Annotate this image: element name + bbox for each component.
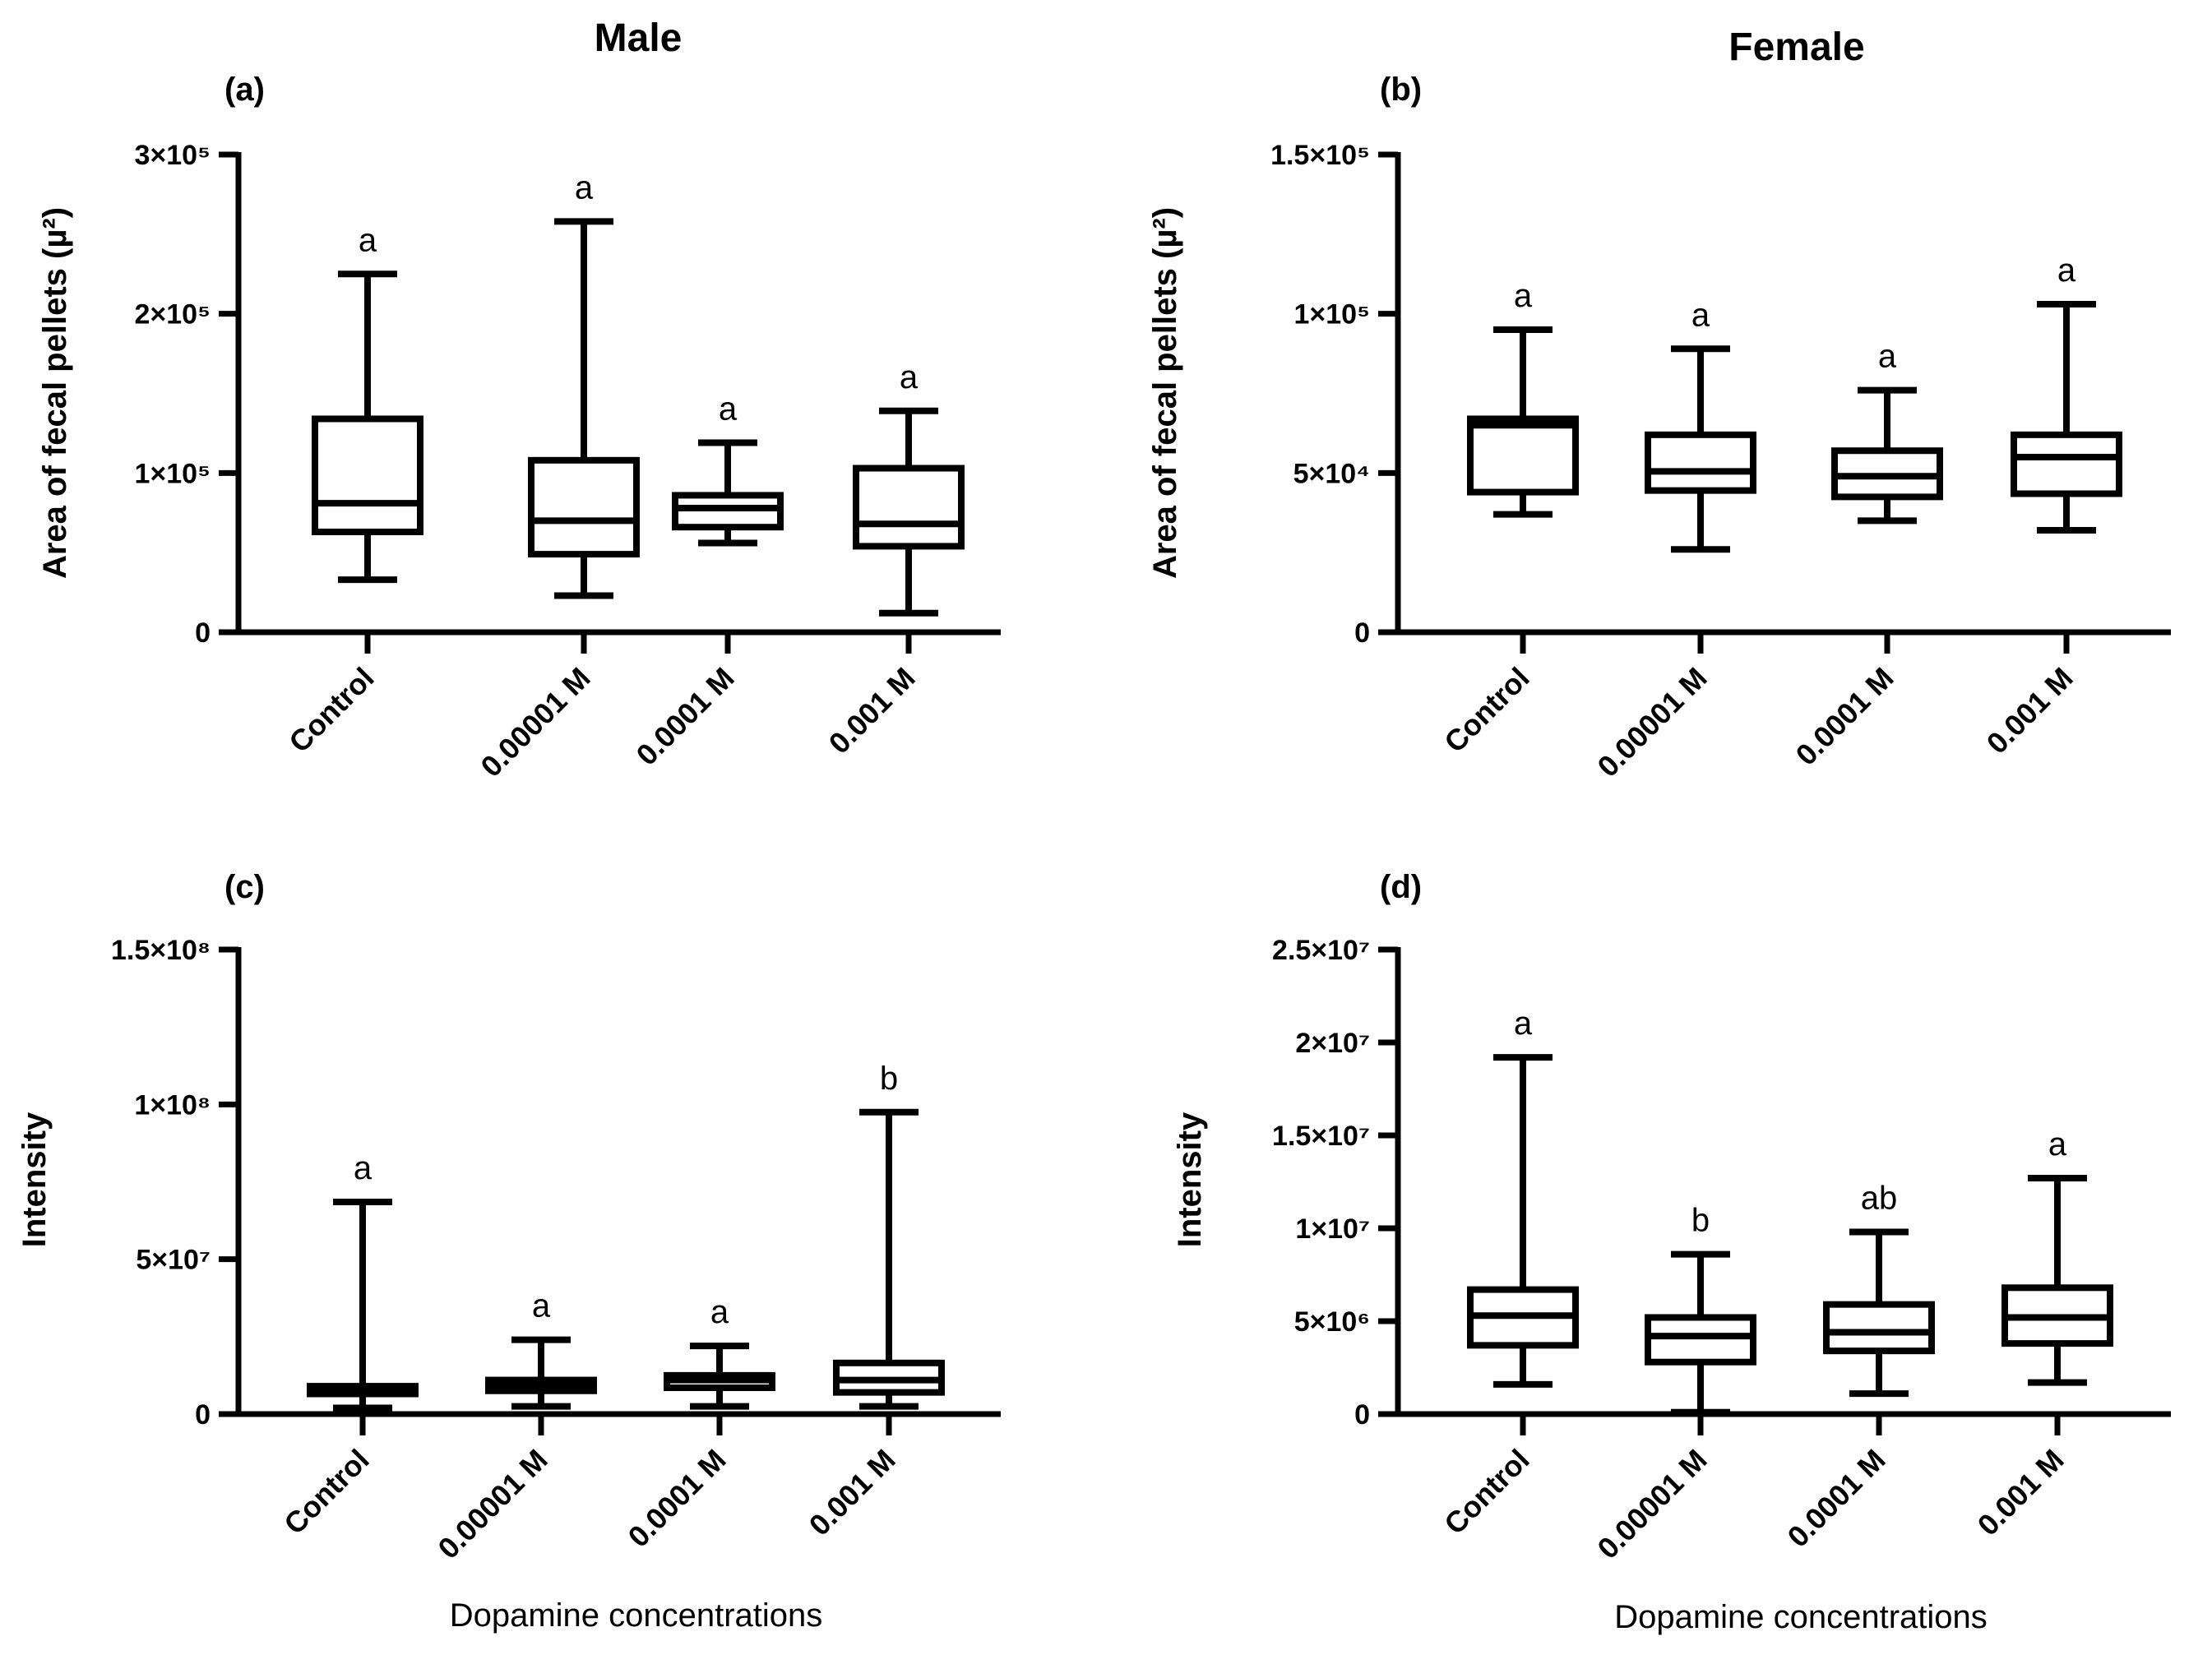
significance-letter: a bbox=[1691, 297, 1710, 333]
box-plot: a bbox=[2011, 252, 2122, 534]
y-tick-label: 0 bbox=[195, 617, 211, 649]
x-category-label: 0.0001 M bbox=[1789, 661, 1900, 772]
chart-panels: (a) 0 1×10⁵ 2×10⁵ 3×10⁵ Area of fecal pellets… bbox=[16, 72, 2171, 1635]
x-category-label: 0.001 M bbox=[1980, 661, 2080, 760]
y-tick-label: 1.5×10⁵ bbox=[1270, 140, 1370, 171]
y-tick-label: 1.5×10⁷ bbox=[1272, 1121, 1370, 1152]
title-male: Male bbox=[595, 16, 683, 60]
panel-c: (c) 0 5×10⁷ 1×10⁸ 1.5×10⁸ Intensity Control a 0.… bbox=[16, 869, 1001, 1634]
x-category-label: Control bbox=[1437, 661, 1535, 759]
box-plot: b bbox=[833, 1061, 945, 1410]
significance-letter: b bbox=[880, 1061, 898, 1097]
iqr-box bbox=[1467, 415, 1579, 496]
y-tick-label: 2×10⁷ bbox=[1295, 1028, 1370, 1059]
box-plot: a bbox=[312, 222, 423, 584]
box-plot: a bbox=[485, 1288, 597, 1410]
iqr-box bbox=[1645, 431, 1756, 494]
y-axis-label: Area of fecal pellets (µ²) bbox=[37, 207, 73, 579]
y-tick-label: 0 bbox=[1354, 617, 1370, 649]
y-tick-label: 3×10⁵ bbox=[134, 140, 211, 171]
y-tick-label: 0 bbox=[1354, 1399, 1370, 1431]
significance-letter: b bbox=[1691, 1203, 1710, 1239]
significance-letter: a bbox=[532, 1288, 551, 1324]
x-category-label: Control bbox=[277, 1443, 375, 1541]
box-plot: a bbox=[1467, 278, 1579, 518]
significance-letter: ab bbox=[1861, 1181, 1898, 1217]
significance-letter: a bbox=[354, 1150, 373, 1186]
iqr-box bbox=[853, 465, 965, 550]
y-tick-label: 0 bbox=[195, 1399, 211, 1431]
y-tick-label: 1×10⁸ bbox=[134, 1089, 211, 1121]
box-plot: a bbox=[307, 1150, 419, 1412]
iqr-box bbox=[528, 456, 640, 558]
significance-letter: a bbox=[1878, 339, 1897, 375]
x-category-label: 0.00001 M bbox=[1590, 1443, 1713, 1565]
x-category-label: Control bbox=[282, 661, 380, 759]
significance-letter: a bbox=[900, 359, 919, 395]
x-category-label: 0.001 M bbox=[822, 661, 922, 760]
significance-letter: a bbox=[719, 391, 738, 428]
x-category-label: 0.0001 M bbox=[630, 661, 741, 772]
x-category-label: 0.00001 M bbox=[474, 661, 596, 783]
box-plot: a bbox=[664, 1294, 775, 1410]
significance-letter: a bbox=[2057, 252, 2076, 289]
y-axis-label: Intensity bbox=[16, 1112, 53, 1247]
box-plot: a bbox=[1831, 339, 1943, 525]
x-category-label: 0.00001 M bbox=[431, 1443, 553, 1565]
box-plot: ab bbox=[1823, 1181, 1935, 1398]
x-category-label: 0.001 M bbox=[803, 1443, 902, 1542]
y-axis-label: Area of fecal pellets (µ²) bbox=[1147, 207, 1183, 579]
significance-letter: a bbox=[710, 1294, 729, 1330]
significance-letter: a bbox=[2048, 1126, 2067, 1162]
y-tick-label: 1×10⁵ bbox=[1293, 299, 1370, 330]
y-tick-label: 1.5×10⁸ bbox=[111, 935, 211, 966]
x-category-label: 0.0001 M bbox=[622, 1443, 733, 1554]
y-tick-label: 2×10⁵ bbox=[134, 299, 211, 330]
box-plot: a bbox=[528, 169, 640, 599]
x-category-label: Control bbox=[1437, 1443, 1535, 1541]
significance-letter: a bbox=[575, 169, 594, 206]
panel-label: (b) bbox=[1380, 72, 1422, 108]
x-category-label: 0.00001 M bbox=[1590, 661, 1713, 783]
panel-label: (d) bbox=[1380, 869, 1422, 905]
y-tick-label: 1×10⁵ bbox=[134, 458, 211, 489]
x-axis-label: Dopamine concentrations bbox=[450, 1597, 823, 1634]
y-tick-label: 5×10⁷ bbox=[136, 1245, 211, 1276]
x-axis-label: Dopamine concentrations bbox=[1614, 1599, 1988, 1635]
y-tick-label: 1×10⁷ bbox=[1295, 1213, 1370, 1245]
title-female: Female bbox=[1728, 25, 1864, 69]
x-category-label: 0.001 M bbox=[1971, 1443, 2071, 1542]
iqr-box bbox=[1645, 1314, 1756, 1366]
significance-letter: a bbox=[359, 222, 377, 258]
significance-letter: a bbox=[1514, 278, 1533, 314]
y-axis-label: Intensity bbox=[1172, 1112, 1208, 1247]
panel-label: (c) bbox=[224, 869, 265, 905]
panel-a: (a) 0 1×10⁵ 2×10⁵ 3×10⁵ Area of fecal pellets… bbox=[37, 72, 1001, 783]
box-plot: a bbox=[2001, 1126, 2113, 1386]
box-plot: a bbox=[1645, 297, 1756, 553]
panel-b: (b) 0 5×10⁴ 1×10⁵ 1.5×10⁵ Area of fecal pelle… bbox=[1147, 72, 2171, 783]
box-plot: a bbox=[672, 391, 784, 547]
box-plot: a bbox=[1467, 1005, 1579, 1388]
panel-d: (d) 0 5×10⁶ 1×10⁷ 1.5×10⁷ 2×10⁷ 2.5×10⁷ Intensi… bbox=[1172, 869, 2171, 1635]
iqr-box bbox=[312, 415, 423, 535]
y-tick-label: 5×10⁴ bbox=[1293, 458, 1370, 489]
x-category-label: 0.0001 M bbox=[1781, 1443, 1892, 1554]
box-plot: a bbox=[853, 359, 965, 617]
panel-label: (a) bbox=[224, 72, 265, 108]
significance-letter: a bbox=[1514, 1005, 1533, 1042]
y-tick-label: 5×10⁶ bbox=[1294, 1306, 1370, 1338]
y-tick-label: 2.5×10⁷ bbox=[1272, 935, 1370, 966]
iqr-box bbox=[1823, 1301, 1935, 1355]
box-plot: b bbox=[1645, 1203, 1756, 1416]
iqr-box bbox=[2011, 431, 2122, 497]
